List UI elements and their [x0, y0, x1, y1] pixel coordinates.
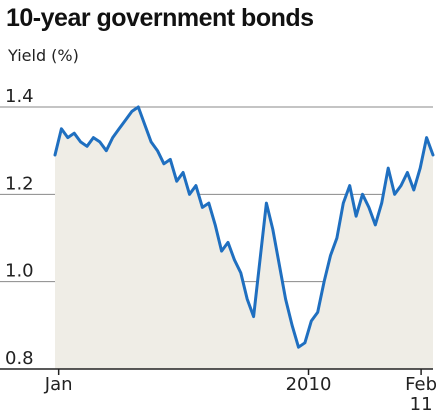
area-layer	[55, 107, 433, 369]
x-axis	[0, 368, 433, 375]
series-area	[55, 107, 433, 369]
series-line	[53, 105, 435, 349]
y-tick-label: 1.2	[5, 173, 34, 194]
line-layer	[53, 105, 435, 349]
x-tick-label-secondary: 11	[410, 394, 433, 415]
x-tick-label: Feb	[405, 374, 436, 395]
x-tick-label: Jan	[44, 374, 73, 395]
y-tick-label: 1.0	[5, 261, 34, 282]
y-tick-label: 0.8	[5, 348, 34, 369]
x-tick-label: 2010	[286, 374, 332, 395]
y-tick-label: 1.4	[5, 86, 34, 107]
y-axis-label: Yield (%)	[8, 46, 79, 65]
chart-title: 10-year government bonds	[6, 4, 314, 32]
y-tick-labels: 0.8 1.0 1.2 1.4	[5, 86, 34, 369]
